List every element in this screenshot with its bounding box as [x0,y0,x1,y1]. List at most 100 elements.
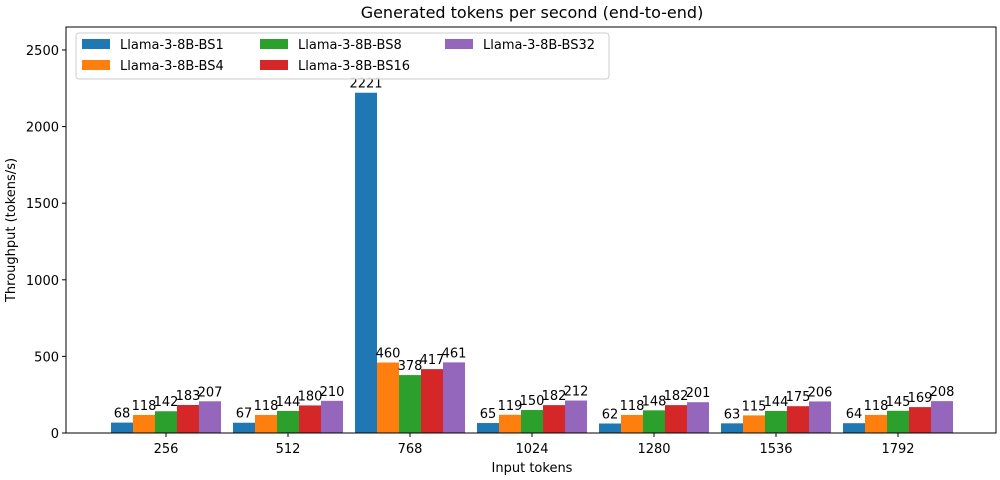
data-label: 182 [664,389,689,404]
bar-llama-3-8b-bs4-512 [255,414,277,433]
bar-llama-3-8b-bs32-512 [321,400,343,433]
bar-llama-3-8b-bs1-1536 [721,423,743,433]
bar-llama-3-8b-bs32-768 [443,362,465,433]
y-tick-label: 500 [34,350,59,365]
data-label: 144 [764,395,789,410]
bar-llama-3-8b-bs1-1024 [477,423,499,433]
data-label: 145 [886,395,911,410]
data-label: 118 [132,399,157,414]
y-tick-label: 2000 [26,121,59,136]
y-tick-label: 2500 [26,44,59,59]
data-label: 63 [724,407,741,422]
bar-llama-3-8b-bs1-1792 [843,423,865,433]
y-axis-label: Throughput (tokens/s) [4,158,19,303]
y-tick-label: 1000 [26,274,59,289]
data-label: 183 [176,389,201,404]
data-label: 206 [808,385,833,400]
bar-llama-3-8b-bs4-256 [133,414,155,433]
data-label: 64 [846,407,863,422]
data-label: 207 [198,385,223,400]
data-label: 210 [320,385,345,400]
bar-llama-3-8b-bs32-1024 [565,400,587,433]
data-label: 67 [236,407,253,422]
data-label: 2221 [349,77,382,92]
data-label: 208 [930,385,955,400]
data-label: 118 [864,399,889,414]
x-tick-label: 1792 [881,442,914,457]
data-label: 65 [480,407,497,422]
legend: Llama-3-8B-BS1 Llama-3-8B-BS4 Llama-3-8B-B… [75,32,610,80]
x-tick-label: 1280 [637,442,670,457]
legend-label: Llama-3-8B-BS32 [483,38,595,53]
legend-swatch-llama-3-8b-bs4 [82,60,110,70]
data-label: 119 [498,399,523,414]
bar-llama-3-8b-bs8-1536 [765,410,787,433]
bar-llama-3-8b-bs8-1280 [643,410,665,433]
bar-llama-3-8b-bs8-768 [399,375,421,433]
legend-swatch-llama-3-8b-bs8 [260,39,288,49]
legend-swatch-llama-3-8b-bs16 [260,60,288,70]
data-label: 175 [786,390,811,405]
y-tick-label: 1500 [26,197,59,212]
y-tick-label: 0 [51,427,59,442]
data-label: 461 [442,346,467,361]
data-label: 201 [686,386,711,401]
bar-llama-3-8b-bs8-256 [155,411,177,433]
bar-llama-3-8b-bs16-1792 [909,407,931,433]
x-tick-label: 768 [398,442,423,457]
bar-llama-3-8b-bs16-256 [177,404,199,433]
x-tick-label: 1536 [759,442,792,457]
data-label: 148 [642,394,667,409]
data-label: 417 [420,353,445,368]
bar-llama-3-8b-bs1-512 [233,422,255,433]
data-label: 460 [376,347,401,362]
data-label: 144 [276,395,301,410]
data-label: 118 [620,399,645,414]
bar-llama-3-8b-bs16-768 [421,369,443,433]
bar-llama-3-8b-bs32-1536 [809,401,831,433]
legend-box [75,32,610,80]
bar-llama-3-8b-bs1-1280 [599,423,621,433]
data-label: 212 [564,385,589,400]
bar-llama-3-8b-bs1-256 [111,422,133,433]
bar-llama-3-8b-bs8-1792 [887,410,909,433]
data-label: 378 [398,359,423,374]
bar-llama-3-8b-bs32-256 [199,401,221,433]
data-label: 169 [908,391,933,406]
legend-swatch-llama-3-8b-bs1 [82,39,110,49]
x-axis-label: Input tokens [492,461,573,476]
data-label: 118 [254,399,279,414]
legend-label: Llama-3-8B-BS4 [120,59,224,74]
x-tick-label: 512 [276,442,301,457]
bar-llama-3-8b-bs16-512 [299,405,321,433]
bar-llama-3-8b-bs1-768 [355,92,377,433]
data-label: 150 [520,394,545,409]
bar-llama-3-8b-bs32-1792 [931,401,953,433]
x-tick-label: 1024 [515,442,548,457]
data-label: 115 [742,399,767,414]
legend-label: Llama-3-8B-BS1 [120,38,224,53]
data-label: 62 [602,408,619,423]
bar-llama-3-8b-bs8-512 [277,410,299,433]
bar-llama-3-8b-bs4-1536 [743,415,765,433]
plot-area: 6811814218320725667118144180210512222146… [26,26,997,457]
bar-llama-3-8b-bs16-1536 [787,406,809,433]
legend-swatch-llama-3-8b-bs32 [445,39,473,49]
x-tick-label: 256 [154,442,179,457]
data-label: 182 [542,389,567,404]
bar-llama-3-8b-bs4-1792 [865,414,887,433]
bar-llama-3-8b-bs16-1024 [543,405,565,433]
data-label: 68 [114,407,131,422]
chart-title: Generated tokens per second (end-to-end) [361,3,704,22]
data-label: 142 [154,395,179,410]
bar-llama-3-8b-bs4-1280 [621,414,643,433]
bar-llama-3-8b-bs4-1024 [499,414,521,433]
data-label: 180 [298,389,323,404]
bar-llama-3-8b-bs16-1280 [665,405,687,433]
bar-llama-3-8b-bs8-1024 [521,410,543,433]
legend-label: Llama-3-8B-BS8 [298,38,402,53]
legend-label: Llama-3-8B-BS16 [298,59,410,74]
bar-llama-3-8b-bs32-1280 [687,402,709,433]
